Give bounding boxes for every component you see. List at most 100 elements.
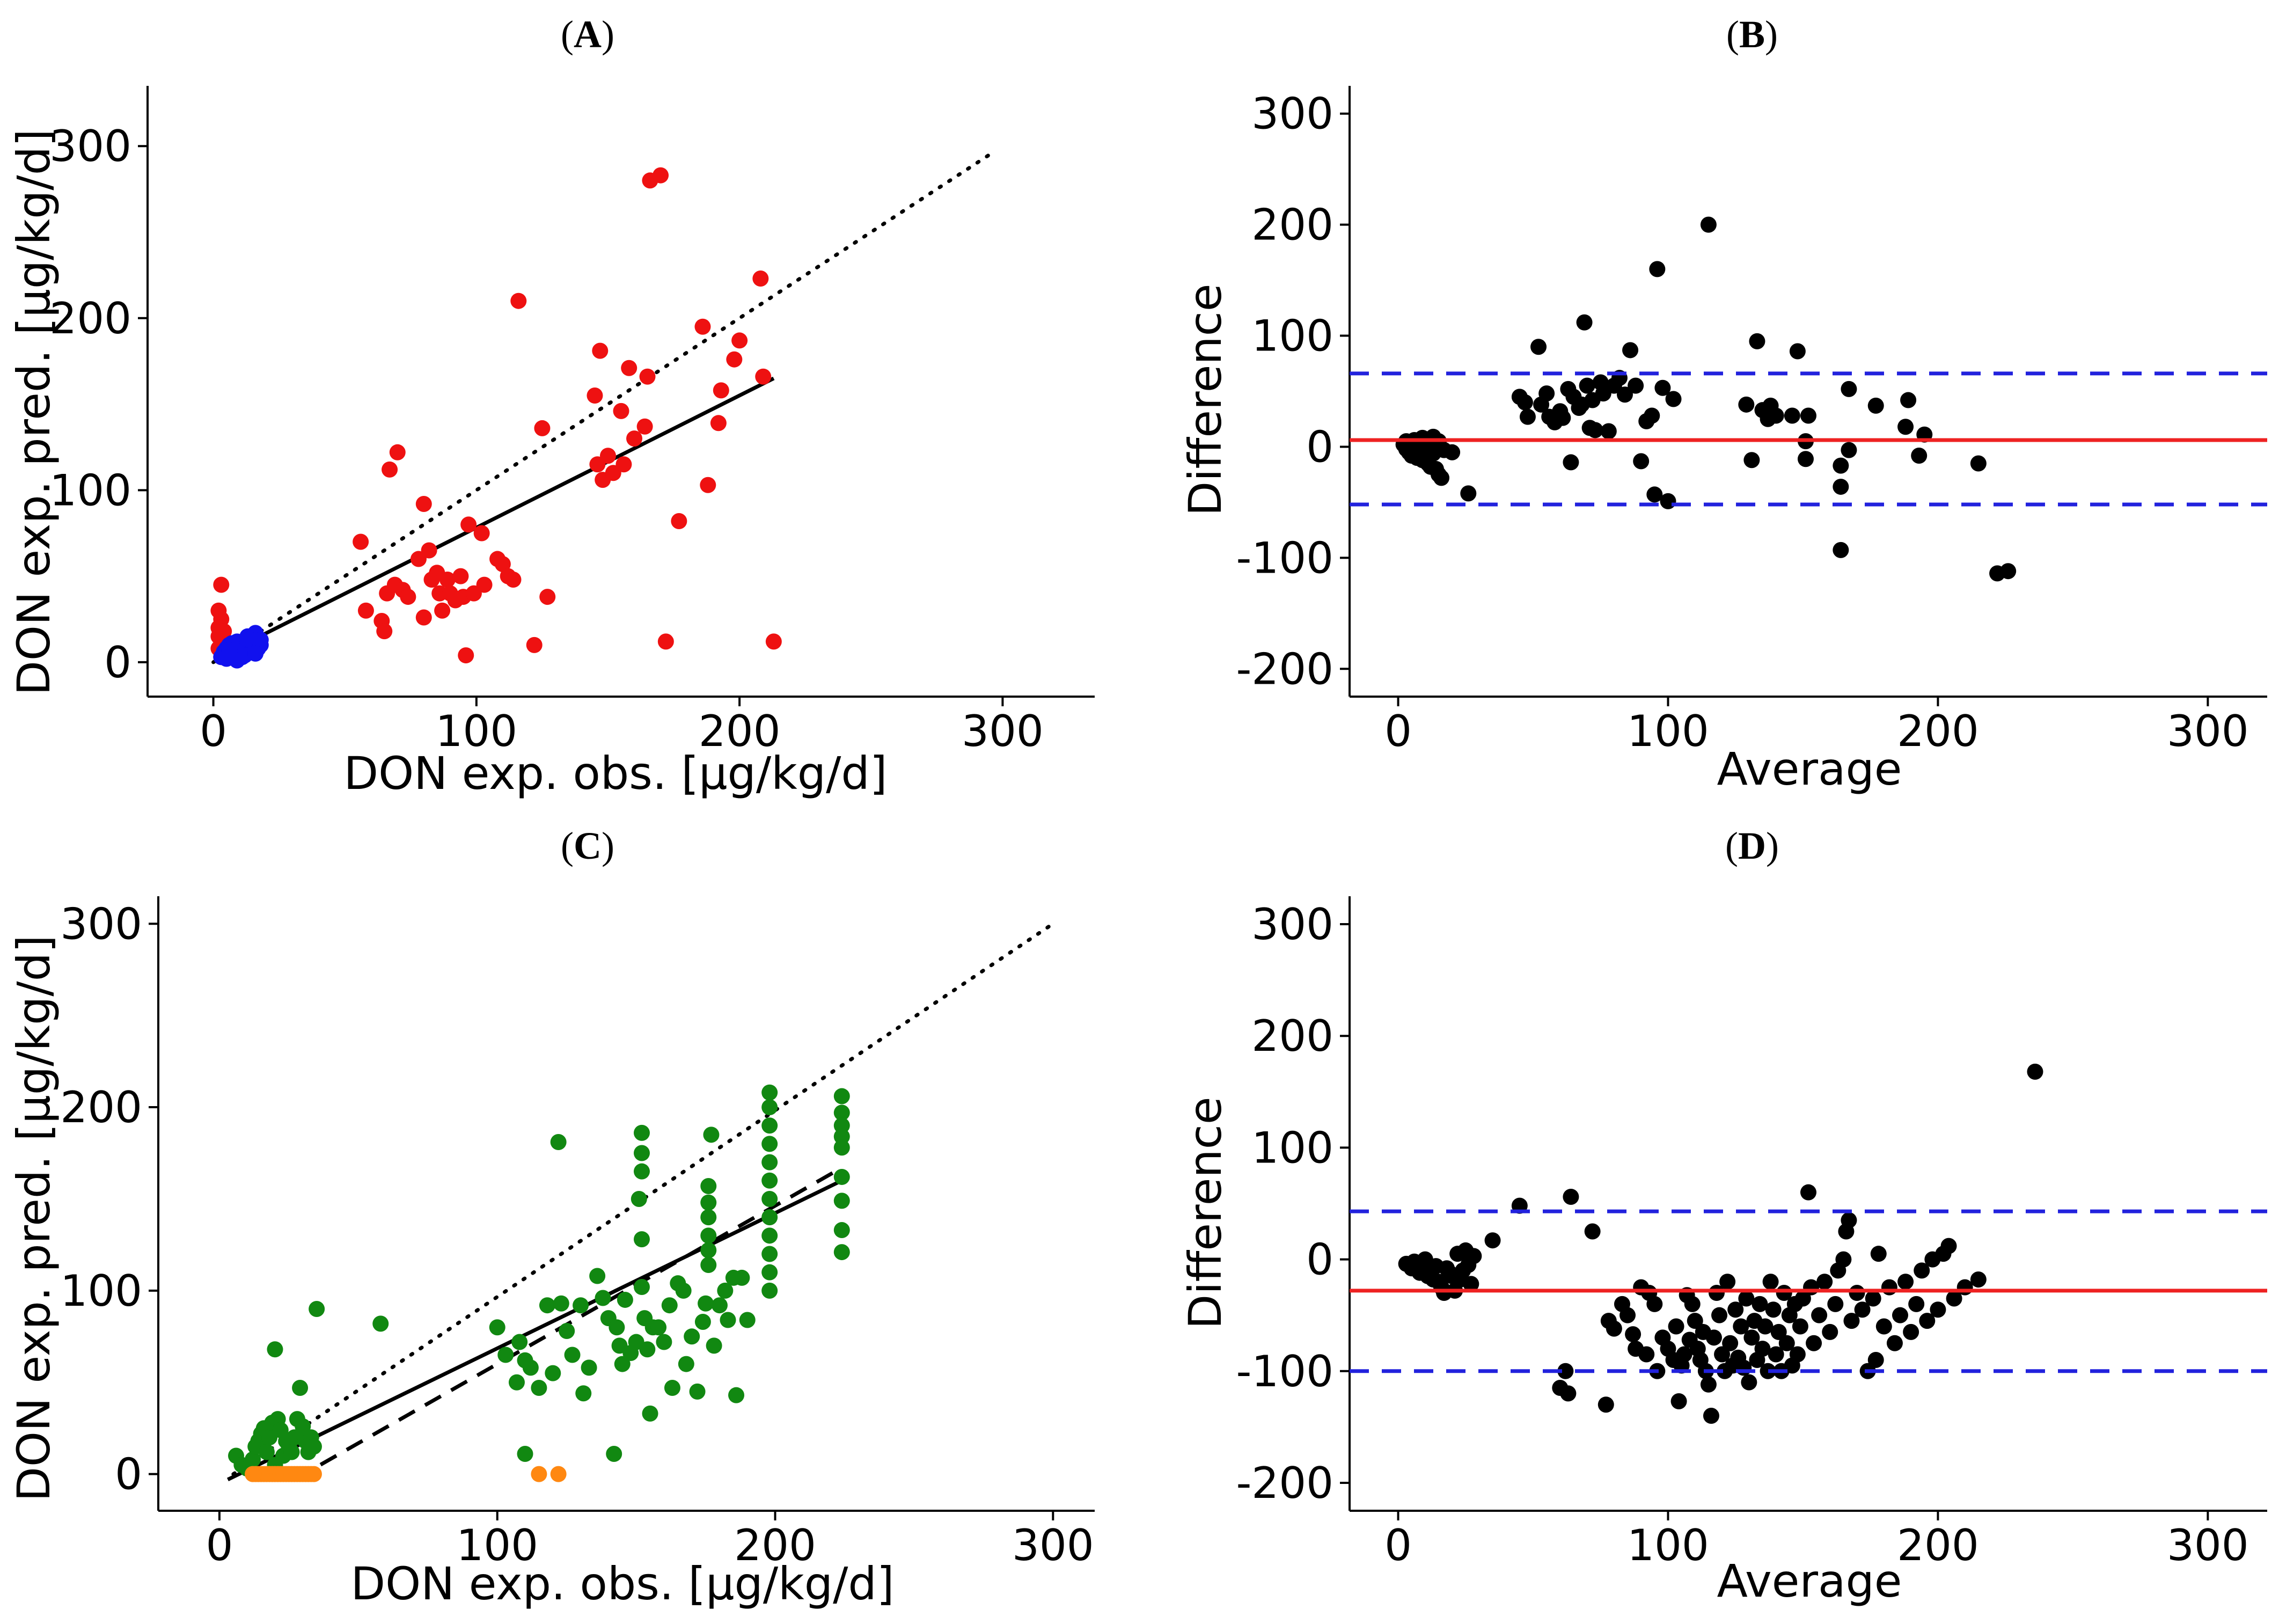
panel-b-differences-point <box>1833 542 1849 558</box>
panel-c-green-point <box>295 1418 311 1435</box>
panel-c-green-point <box>564 1347 581 1363</box>
panel-b-differences-point <box>1749 333 1765 349</box>
panel-c-y-tick-label: 100 <box>60 1266 142 1316</box>
panel-d-differences-point <box>1703 1408 1719 1424</box>
panel-d-differences-point <box>1754 1341 1771 1357</box>
panel-b-differences-point <box>1789 343 1806 360</box>
panel-b-differences-point <box>1784 407 1800 424</box>
panel-a-red-point <box>657 633 674 650</box>
panel-d-y-tick-label: -100 <box>1236 1347 1333 1396</box>
panel-d-differences-point <box>1881 1279 1897 1296</box>
panel-d-differences-point <box>1620 1307 1636 1323</box>
panel-c-orange-point <box>550 1466 567 1482</box>
panel-b-x-tick-label: 200 <box>1897 706 1979 756</box>
panel-b-differences-point <box>1841 442 1857 458</box>
panel-c-green-point <box>650 1319 667 1336</box>
panel-c-x-axis-title: DON exp. obs. [µg/kg/d] <box>350 1557 894 1610</box>
panel-c-green-point <box>703 1126 720 1143</box>
panel-d-differences-point <box>1768 1346 1784 1363</box>
panel-d-x-tick-label: 100 <box>1627 1520 1709 1570</box>
panel-a-red-point <box>713 382 729 399</box>
panel-d-differences-point <box>1800 1184 1816 1201</box>
panel-d-differences-point <box>2027 1063 2043 1080</box>
panel-c-green-point <box>711 1297 728 1314</box>
panel-c-green-point <box>531 1380 547 1396</box>
panel-b-differences-point <box>1911 448 1928 464</box>
panel-b-y-tick-label: -100 <box>1236 533 1333 583</box>
panel-c-x-tick-label: 300 <box>1012 1520 1094 1570</box>
panel-d-differences-point <box>1738 1290 1755 1307</box>
panel-d-differences-point <box>1822 1323 1838 1340</box>
panel-a-red-point <box>421 542 437 559</box>
panel-d-differences-point <box>1816 1274 1833 1290</box>
panel-b-differences-point <box>1841 381 1857 397</box>
panel-c-green-point <box>684 1328 700 1345</box>
panel-b-differences-point <box>1587 422 1603 438</box>
panel-a-red-point <box>494 556 511 573</box>
panel-c-green-point <box>642 1405 658 1422</box>
panel-c-regression-line <box>226 1179 843 1482</box>
panel-c-green-point <box>698 1295 714 1312</box>
panel-b-differences-point <box>1867 397 1884 414</box>
panel-d-x-axis-title: Average <box>1717 1555 1902 1607</box>
panel-d-differences-point <box>1870 1246 1887 1262</box>
panel-a-red-point <box>505 572 522 588</box>
panel-a-blue-point <box>221 642 237 659</box>
panel-c-orange-point <box>305 1466 322 1482</box>
panel-c-green-point <box>833 1139 850 1156</box>
panel-c-green-point <box>717 1282 734 1299</box>
panel-d-differences-point <box>1914 1262 1930 1279</box>
panel-a-red-point <box>592 342 609 359</box>
panel-c-green-point <box>656 1334 672 1350</box>
panel-d-differences-point <box>1719 1274 1736 1290</box>
panel-d-differences-point <box>1835 1251 1852 1268</box>
panel-a-red-point <box>458 647 474 664</box>
panel-b-differences-point <box>1649 261 1666 277</box>
panel-a-red-point <box>599 448 616 464</box>
panel-c-green-point <box>489 1319 505 1336</box>
panel-c-green-point <box>575 1385 592 1402</box>
panel-d-differences-point <box>1757 1318 1774 1335</box>
panel-d-differences-point <box>1705 1329 1722 1346</box>
panel-c-green-point <box>522 1359 539 1376</box>
panel-d-differences-point <box>1794 1290 1811 1307</box>
panel-c-orange-point <box>531 1466 547 1482</box>
panel-d-x-tick-label: 300 <box>2167 1520 2249 1570</box>
panel-d-differences-point <box>1584 1223 1601 1240</box>
panel-c-green-point <box>833 1222 850 1239</box>
panel-d-y-tick-label: 100 <box>1251 1123 1333 1173</box>
panel-d-differences-point <box>1752 1296 1768 1312</box>
panel-c-green-point <box>292 1380 309 1396</box>
panel-c-green-point <box>372 1315 389 1332</box>
panel-c-green-point <box>517 1446 533 1462</box>
panel-d-x-tick-label: 200 <box>1897 1520 1979 1570</box>
panel-c-green-point <box>675 1282 692 1299</box>
panel-c-green-point <box>833 1088 850 1104</box>
panel-b-differences-point <box>1700 216 1717 233</box>
panel-c: (C) 0 100 200 300 0 100 200 300 DON exp. obs. [… <box>8 824 1095 1610</box>
panel-b-differences-point <box>1644 407 1660 424</box>
panel-d-differences-point <box>1711 1307 1728 1323</box>
panel-c-x-tick-label: 100 <box>456 1520 538 1570</box>
panel-a-red-point <box>636 418 653 435</box>
panel-d-differences-point <box>1743 1329 1760 1346</box>
panel-a-red-point <box>621 360 637 376</box>
panel-d-plot: 0 100 200 300 -200 -100 0 100 200 300 <box>1236 896 2267 1570</box>
panel-d-label: (D) <box>1725 824 1779 867</box>
panel-d-differences-point <box>1789 1346 1806 1363</box>
panel-d-differences-point <box>1892 1307 1908 1323</box>
panel-c-green-point <box>309 1301 325 1318</box>
panel-a-red-point <box>460 516 477 533</box>
panel-c-green-point <box>734 1269 750 1286</box>
panel-a-red-point <box>439 572 456 588</box>
panel-c-green-point <box>728 1387 745 1403</box>
panel-b-differences-point <box>1579 377 1595 394</box>
panel-a-red-point <box>434 602 451 619</box>
panel-a-red-point <box>400 589 416 605</box>
panel-a-red-point <box>626 430 643 447</box>
panel-b-differences-point <box>1970 455 1987 472</box>
panel-c-green-point <box>258 1444 275 1460</box>
panel-a-red-point <box>357 602 374 619</box>
panel-b-x-tick-label: 0 <box>1384 706 1412 756</box>
panel-d-differences-point <box>1903 1323 1919 1340</box>
